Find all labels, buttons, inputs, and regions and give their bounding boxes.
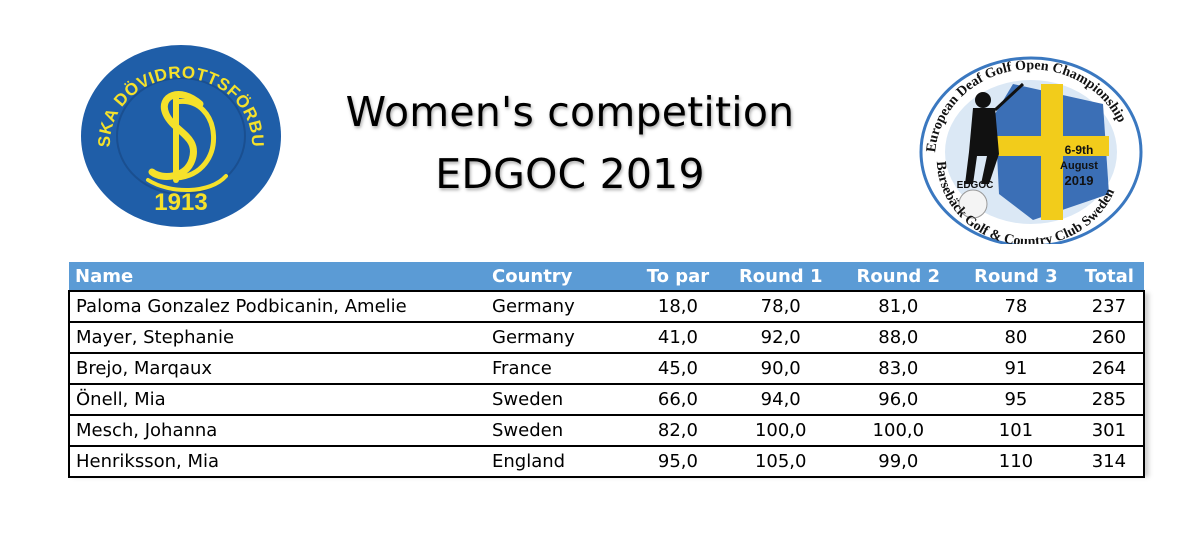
cell-to-par: 45,0 xyxy=(634,352,722,385)
table-row: Mayer, Stephanie Germany 41,0 92,0 88,0 … xyxy=(68,321,1146,354)
cell-name: Mesch, Johanna xyxy=(68,414,484,447)
cell-total: 264 xyxy=(1074,352,1146,385)
sd-monogram-icon xyxy=(146,91,228,192)
table-header-row: Name Country To par Round 1 Round 2 Roun… xyxy=(69,262,1144,291)
cell-country: England xyxy=(484,445,634,478)
cell-round-2: 88,0 xyxy=(839,321,958,354)
col-header-country: Country xyxy=(484,262,634,291)
badge-text: EDGOC xyxy=(957,180,994,191)
results-table: Name Country To par Round 1 Round 2 Roun… xyxy=(68,262,1146,478)
cell-name: Önell, Mia xyxy=(68,383,484,416)
col-header-total: Total xyxy=(1074,262,1144,291)
col-header-round-1: Round 1 xyxy=(721,262,840,291)
table-row: Paloma Gonzalez Podbicanin, Amelie Germa… xyxy=(68,290,1146,323)
cell-round-3: 101 xyxy=(957,414,1075,447)
cell-round-2: 81,0 xyxy=(839,290,958,323)
cell-name: Paloma Gonzalez Podbicanin, Amelie xyxy=(68,290,484,323)
dates-text: 6-9th xyxy=(1065,143,1094,157)
col-header-round-3: Round 3 xyxy=(957,262,1075,291)
col-header-to-par: To par xyxy=(634,262,722,291)
logo-year: 1913 xyxy=(154,189,207,216)
cell-round-1: 100,0 xyxy=(721,414,840,447)
cell-to-par: 95,0 xyxy=(634,445,722,478)
cell-to-par: 18,0 xyxy=(634,290,722,323)
cell-round-2: 83,0 xyxy=(839,352,958,385)
table-row: Henriksson, Mia England 95,0 105,0 99,0 … xyxy=(68,445,1146,478)
col-header-name: Name xyxy=(69,262,484,291)
golfer-icon xyxy=(965,82,1025,184)
cell-to-par: 82,0 xyxy=(634,414,722,447)
cell-round-2: 96,0 xyxy=(839,383,958,416)
logo-year-text: 2019 xyxy=(1065,173,1094,188)
cell-to-par: 66,0 xyxy=(634,383,722,416)
table-row: Brejo, Marqaux France 45,0 90,0 83,0 91 … xyxy=(68,352,1146,385)
cell-country: Germany xyxy=(484,290,634,323)
cell-country: Sweden xyxy=(484,383,634,416)
page-subtitle: EDGOC 2019 xyxy=(435,150,705,198)
cell-round-3: 80 xyxy=(957,321,1075,354)
cell-name: Henriksson, Mia xyxy=(68,445,484,478)
edgoc-logo: EDGOC 6-9th August 2019 European Deaf Go… xyxy=(919,56,1143,244)
cell-round-2: 99,0 xyxy=(839,445,958,478)
table-row: Önell, Mia Sweden 66,0 94,0 96,0 95 285 xyxy=(68,383,1146,416)
cell-name: Brejo, Marqaux xyxy=(68,352,484,385)
cell-round-2: 100,0 xyxy=(839,414,958,447)
cell-total: 237 xyxy=(1074,290,1146,323)
cell-round-1: 94,0 xyxy=(721,383,840,416)
cell-round-3: 78 xyxy=(957,290,1075,323)
cell-round-3: 91 xyxy=(957,352,1075,385)
cell-country: Germany xyxy=(484,321,634,354)
cell-round-1: 78,0 xyxy=(721,290,840,323)
month-text: August xyxy=(1060,160,1098,172)
cell-country: Sweden xyxy=(484,414,634,447)
table-row: Mesch, Johanna Sweden 82,0 100,0 100,0 1… xyxy=(68,414,1146,447)
cell-total: 301 xyxy=(1074,414,1146,447)
cell-name: Mayer, Stephanie xyxy=(68,321,484,354)
cell-total: 285 xyxy=(1074,383,1146,416)
golf-ball-icon xyxy=(958,189,988,219)
cell-total: 314 xyxy=(1074,445,1146,478)
page-title: Women's competition xyxy=(345,88,795,136)
cell-country: France xyxy=(484,352,634,385)
cell-round-3: 110 xyxy=(957,445,1075,478)
cell-total: 260 xyxy=(1074,321,1146,354)
cell-round-3: 95 xyxy=(957,383,1075,416)
cell-round-1: 90,0 xyxy=(721,352,840,385)
cell-to-par: 41,0 xyxy=(634,321,722,354)
sweden-map-icon xyxy=(995,84,1109,220)
col-header-round-2: Round 2 xyxy=(839,262,958,291)
cell-round-1: 105,0 xyxy=(721,445,840,478)
cell-round-1: 92,0 xyxy=(721,321,840,354)
sdf-logo: SVENSKA DÖVIDROTTSFÖRBUNDET 1913 xyxy=(80,44,281,227)
